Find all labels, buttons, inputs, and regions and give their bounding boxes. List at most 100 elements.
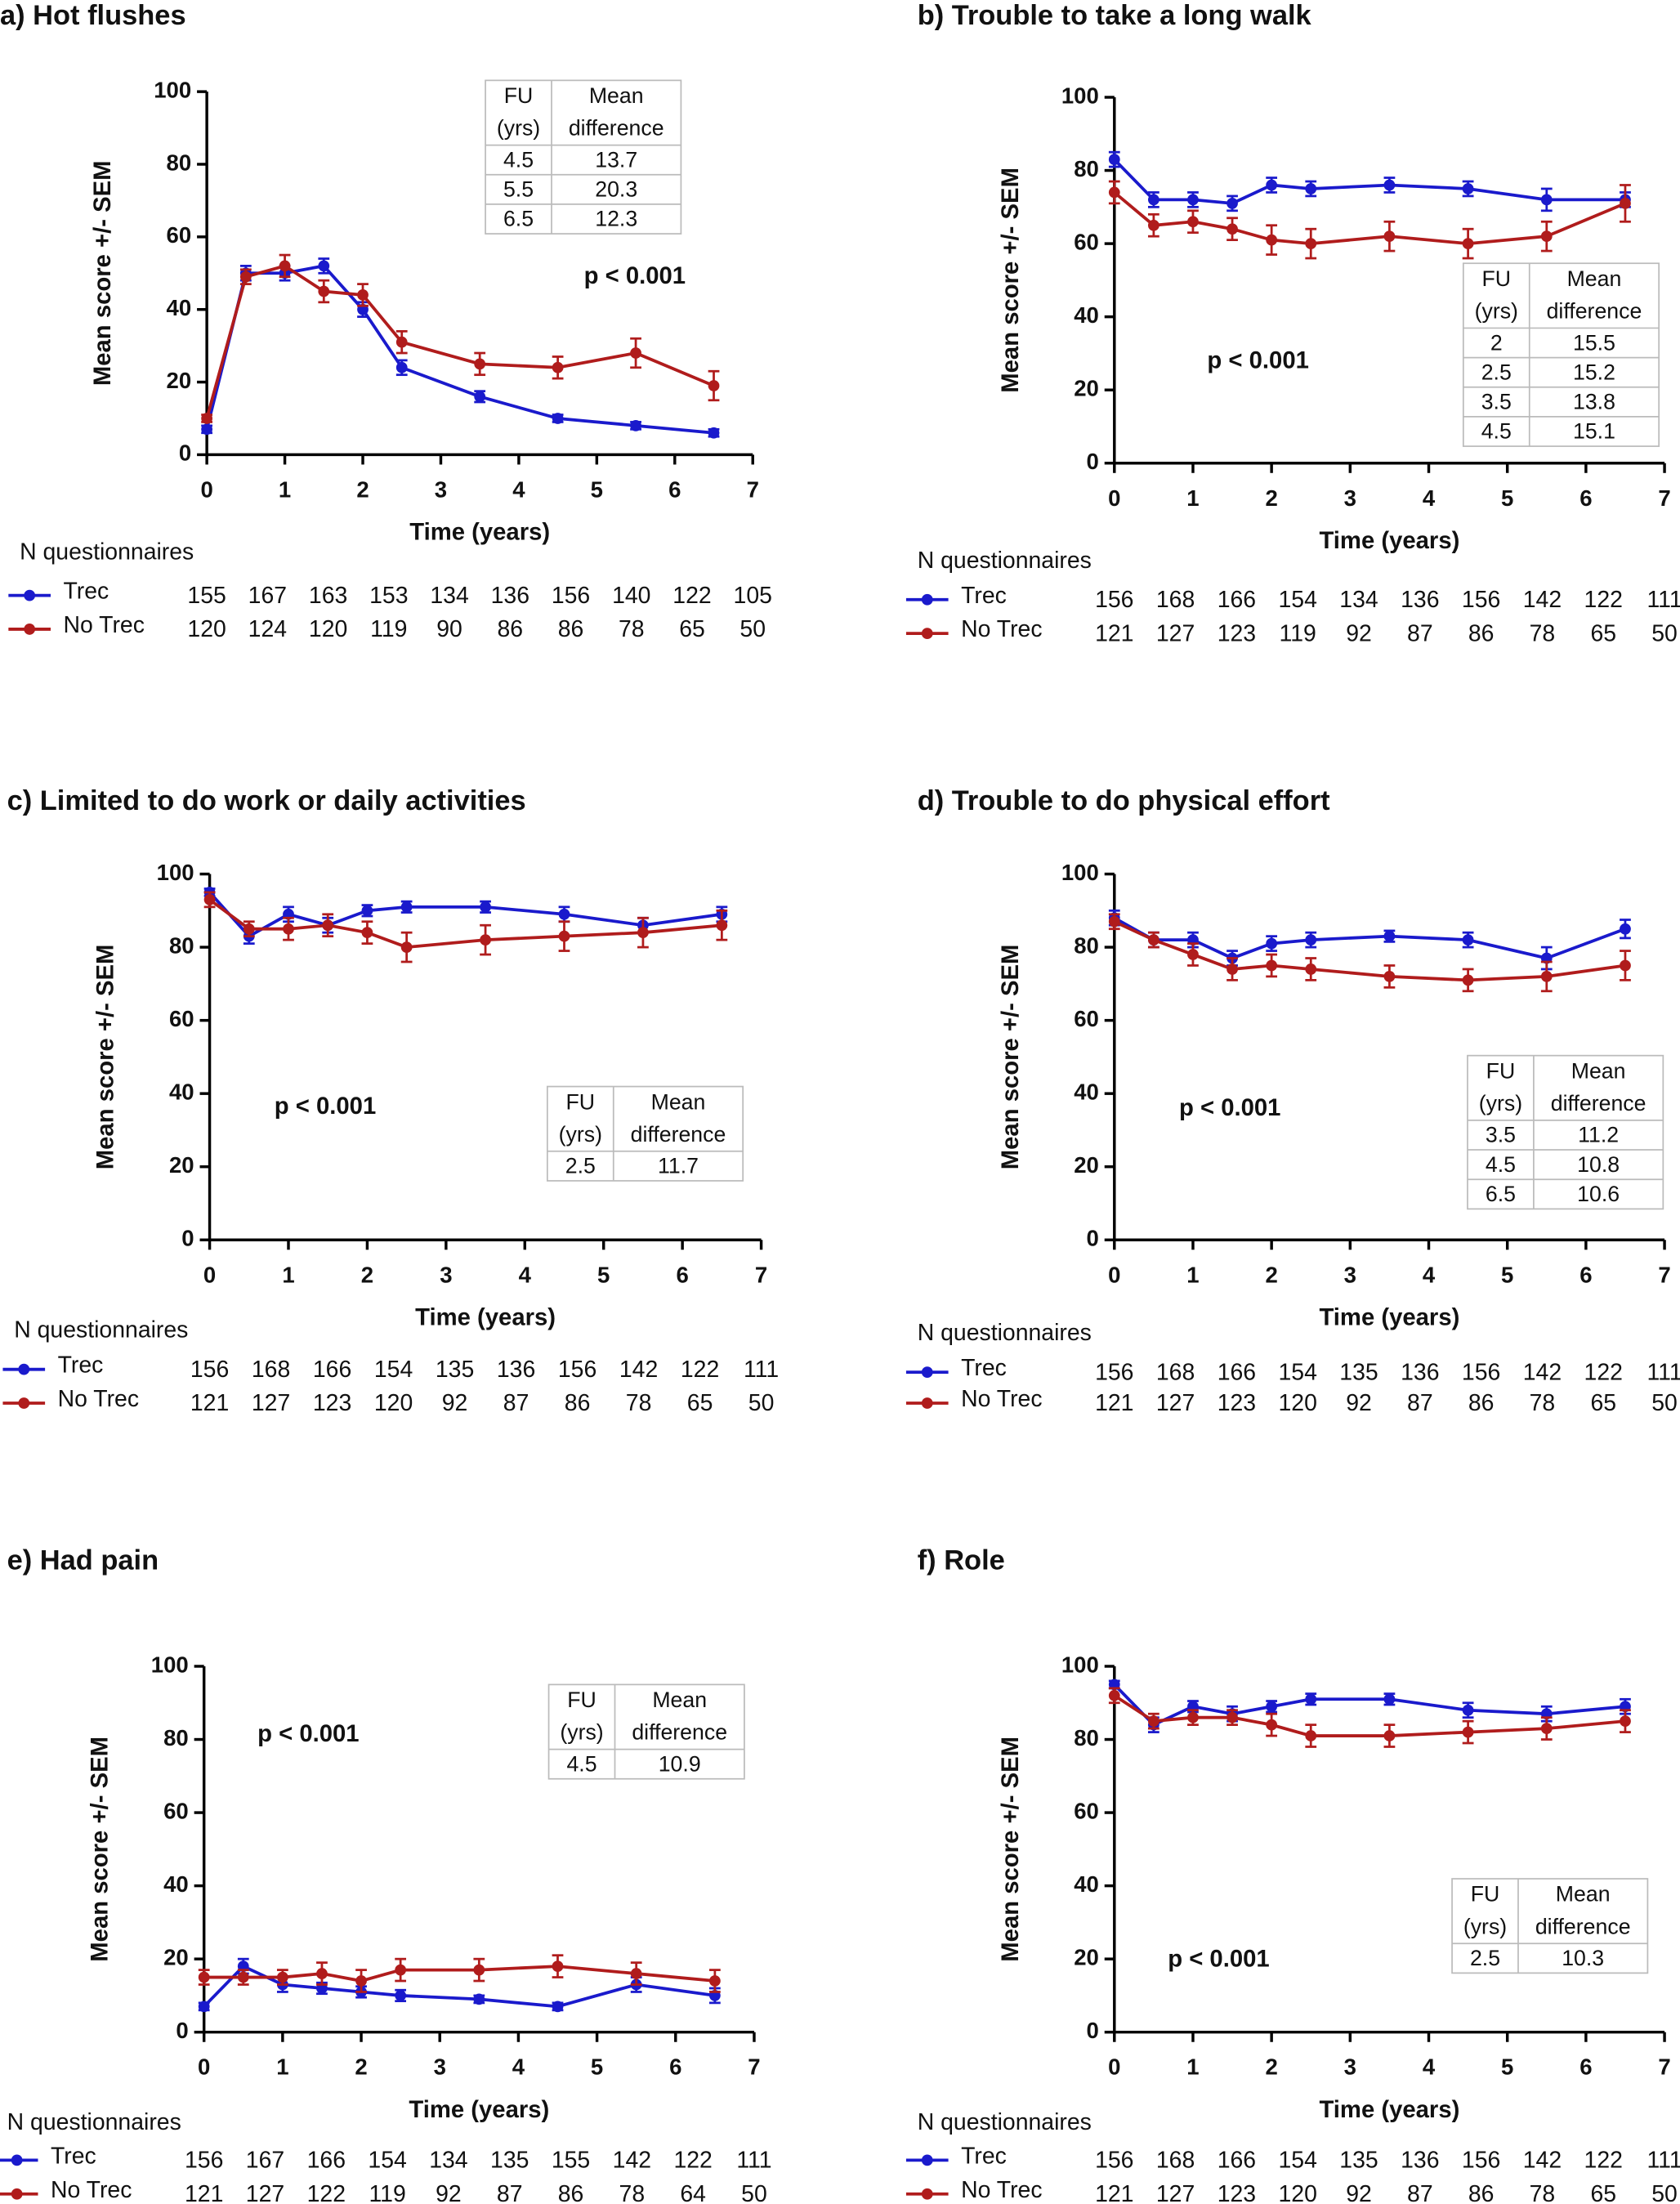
n-count: 78 [626, 1390, 652, 1416]
data-point [558, 908, 570, 920]
n-count: 136 [497, 1357, 535, 1383]
n-count: 86 [1468, 620, 1495, 646]
n-count: 123 [1218, 1390, 1256, 1416]
legend-marker [921, 2188, 933, 2200]
n-count: 153 [369, 583, 408, 609]
n-count: 50 [739, 616, 766, 642]
n-count: 166 [1218, 2148, 1256, 2174]
y-tick-label: 20 [1074, 1152, 1099, 1178]
y-tick-label: 0 [1087, 1226, 1099, 1251]
data-point [474, 358, 486, 370]
n-count: 86 [1468, 1390, 1495, 1416]
series-line [1113, 920, 1626, 982]
legend-label: No Trec [63, 612, 144, 638]
table-header: difference [569, 116, 664, 141]
panel-title: b) Trouble to take a long walk [918, 0, 1312, 31]
n-count: 140 [612, 583, 650, 609]
n-count: 155 [187, 583, 226, 609]
data-point [361, 905, 373, 917]
x-axis-label: Time (years) [409, 520, 550, 546]
y-tick-label: 60 [169, 1006, 194, 1031]
x-tick-label: 0 [198, 2054, 210, 2080]
data-point [355, 1975, 367, 1987]
series-line [1113, 158, 1625, 205]
n-count: 136 [1401, 587, 1439, 613]
data-point [708, 380, 720, 391]
n-count: 87 [497, 2181, 523, 2204]
n-count: 86 [558, 2181, 584, 2204]
n-count: 86 [497, 616, 523, 642]
data-point [716, 919, 728, 932]
table-header: Mean [1571, 1058, 1626, 1083]
table-header: FU [567, 1688, 596, 1712]
x-tick-label: 3 [434, 2054, 446, 2080]
y-tick-label: 0 [1087, 2018, 1099, 2043]
legend-label: Trec [51, 2143, 96, 2169]
n-count: 92 [442, 1390, 468, 1416]
table-cell: 2 [1490, 330, 1503, 355]
y-tick-label: 20 [1074, 1944, 1099, 1969]
n-count: 156 [185, 2148, 223, 2174]
legend-label: No Trec [961, 616, 1042, 642]
series-line [1113, 190, 1626, 246]
n-count: 122 [1584, 1359, 1623, 1385]
table-cell: 4.5 [1481, 419, 1512, 444]
table-header: FU [1471, 1882, 1500, 1907]
data-point [400, 941, 413, 953]
n-count: 134 [429, 2148, 467, 2174]
n-count: 86 [565, 1390, 591, 1416]
data-point [552, 1960, 564, 1973]
x-tick-label: 1 [279, 476, 291, 502]
x-tick-label: 1 [282, 1262, 294, 1287]
data-point [1187, 949, 1199, 960]
data-point [1108, 915, 1120, 928]
table-cell: 10.8 [1577, 1152, 1620, 1177]
p-value: p < 0.001 [1179, 1095, 1280, 1121]
n-count: 167 [246, 2148, 284, 2174]
table-header: (yrs) [1475, 299, 1518, 324]
legend-label: No Trec [961, 1386, 1042, 1412]
table-header: Mean [589, 83, 644, 108]
data-point [1305, 238, 1317, 250]
y-tick-label: 0 [1087, 449, 1099, 474]
difference-table: FU (yrs) Mean difference 4.5 13.7 5.5 20.3 6.5 12… [485, 79, 682, 235]
n-count: 134 [1339, 587, 1378, 613]
x-tick-label: 6 [1579, 1262, 1592, 1287]
n-count: 168 [1156, 1359, 1195, 1385]
y-tick-label: 0 [181, 1226, 194, 1251]
x-tick-label: 3 [1344, 1262, 1356, 1287]
y-tick-label: 80 [1074, 156, 1099, 181]
n-count: 50 [1651, 1390, 1678, 1416]
n-count: 142 [613, 2148, 651, 2174]
legend-label: No Trec [961, 2177, 1042, 2203]
x-tick-label: 1 [1186, 1262, 1199, 1287]
table-header: difference [632, 1720, 727, 1745]
n-count: 127 [1156, 620, 1195, 646]
data-point [1462, 934, 1474, 946]
table-cell: 12.3 [595, 207, 637, 231]
data-point [1540, 194, 1553, 206]
n-count: 167 [248, 583, 287, 609]
n-count: 154 [374, 1357, 413, 1383]
data-point [1187, 194, 1199, 206]
x-tick-label: 4 [519, 1262, 532, 1287]
table-header: FU [504, 83, 534, 108]
n-count: 168 [1156, 2148, 1195, 2174]
table-header: Mean [651, 1089, 706, 1114]
x-tick-label: 2 [355, 2054, 367, 2080]
data-point [480, 934, 491, 946]
data-point [239, 270, 252, 283]
y-tick-label: 40 [1074, 302, 1099, 328]
legend-marker [11, 2154, 23, 2166]
n-count: 166 [313, 1357, 351, 1383]
n-count: 163 [309, 583, 347, 609]
p-value: p < 0.001 [584, 263, 686, 289]
x-axis-label: Time (years) [409, 2097, 549, 2123]
y-tick-label: 60 [167, 222, 192, 248]
n-count: 87 [1407, 620, 1433, 646]
y-tick-label: 40 [1074, 1871, 1099, 1897]
x-tick-label: 2 [361, 1262, 373, 1287]
y-tick-label: 20 [163, 1944, 189, 1969]
n-count: 155 [552, 2148, 590, 2174]
n-count: 122 [307, 2181, 346, 2204]
